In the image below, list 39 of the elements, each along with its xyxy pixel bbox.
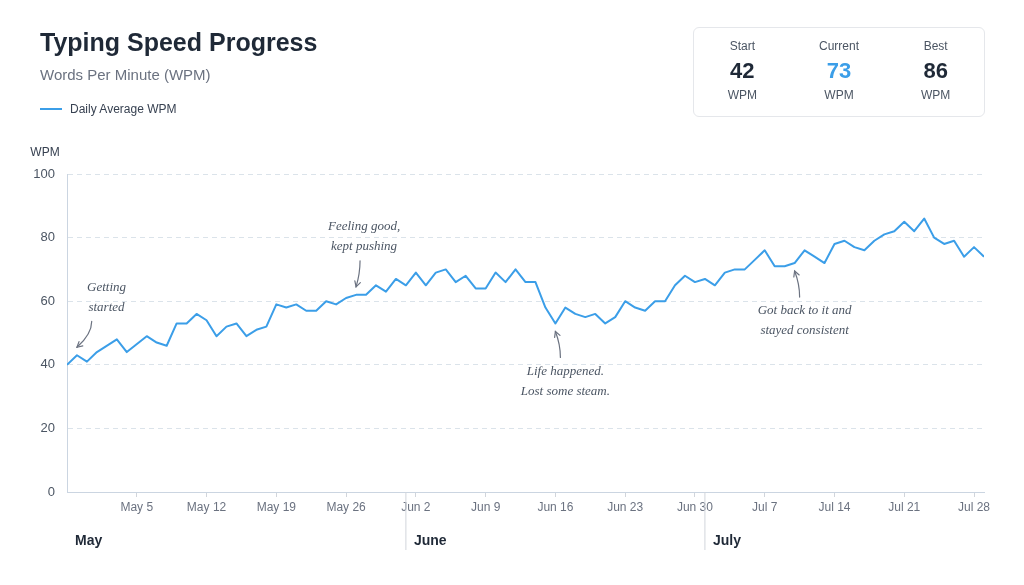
y-tick-label: 80	[40, 229, 55, 245]
text: WPM	[726, 88, 758, 102]
x-tick-label: Jun 23	[607, 499, 644, 514]
x-tick-label: May 5	[120, 499, 154, 514]
x-tick-label: Jul 28	[958, 499, 991, 514]
chart-title: Typing Speed Progress	[40, 28, 318, 57]
y-tick-label: 0	[47, 483, 55, 499]
text: 86	[922, 58, 949, 84]
text: Best	[922, 39, 949, 53]
annotation: Life happened. Lost some steam.	[519, 362, 610, 398]
y-tick-label: 40	[40, 356, 55, 372]
x-tick-label: May 19	[256, 499, 297, 514]
text: WPM	[823, 88, 855, 102]
x-tick-label: Jun 16	[537, 499, 574, 514]
y-tick-label: 60	[40, 292, 55, 308]
x-tick-label: Jul 21	[888, 499, 921, 514]
x-tick-label: Jul 14	[818, 499, 851, 514]
x-tick-label: Jun 2	[401, 499, 431, 514]
text: Current	[818, 39, 860, 53]
x-tick-label: Jul 7	[752, 499, 778, 514]
legend-label: Daily Average WPM	[70, 102, 177, 116]
text: 42	[729, 58, 756, 84]
y-tick-label: 100	[33, 165, 55, 181]
annotation: Getting started	[87, 278, 127, 314]
y-tick-label: 20	[40, 419, 55, 435]
text: July	[712, 531, 742, 548]
x-tick-label: Jun 9	[470, 499, 501, 514]
x-tick-label: Jun 30	[676, 499, 714, 514]
text: June	[413, 531, 447, 548]
y-axis-title: WPM	[30, 145, 60, 159]
x-tick-label: May 12	[186, 499, 227, 514]
annotation: Got back to it and stayed consistent	[757, 302, 853, 338]
text: 73	[825, 58, 853, 84]
text: Start	[728, 39, 756, 53]
x-tick-label: May 26	[326, 499, 367, 514]
text: May	[75, 531, 103, 548]
chart-subtitle: Words Per Minute (WPM)	[40, 66, 211, 83]
text: WPM	[920, 88, 952, 102]
annotation: Feeling good, kept pushing	[326, 218, 401, 254]
